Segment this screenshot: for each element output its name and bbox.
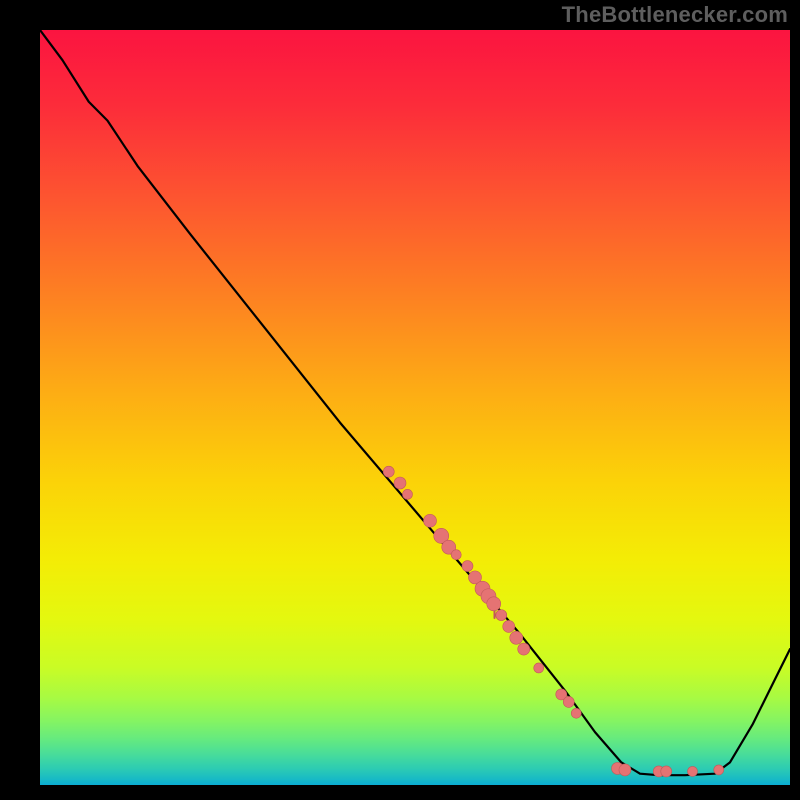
marker-group bbox=[383, 466, 724, 777]
data-marker bbox=[394, 477, 406, 489]
chart-stage: TheBottlenecker.com bbox=[0, 0, 800, 800]
data-marker bbox=[487, 597, 501, 611]
data-marker bbox=[383, 466, 394, 477]
data-marker bbox=[424, 514, 437, 527]
data-marker bbox=[503, 620, 515, 632]
data-marker bbox=[563, 696, 574, 707]
data-marker bbox=[534, 663, 544, 673]
watermark-text: TheBottlenecker.com bbox=[562, 2, 788, 28]
data-marker bbox=[688, 766, 698, 776]
data-marker bbox=[403, 489, 413, 499]
data-marker bbox=[462, 561, 473, 572]
chart-overlay bbox=[40, 30, 790, 785]
data-marker bbox=[496, 610, 507, 621]
data-marker bbox=[510, 631, 523, 644]
data-marker bbox=[661, 766, 672, 777]
data-marker bbox=[571, 708, 581, 718]
data-marker bbox=[619, 764, 631, 776]
data-marker bbox=[518, 643, 530, 655]
data-marker bbox=[451, 550, 461, 560]
data-marker bbox=[714, 765, 724, 775]
bottleneck-curve bbox=[40, 30, 790, 775]
